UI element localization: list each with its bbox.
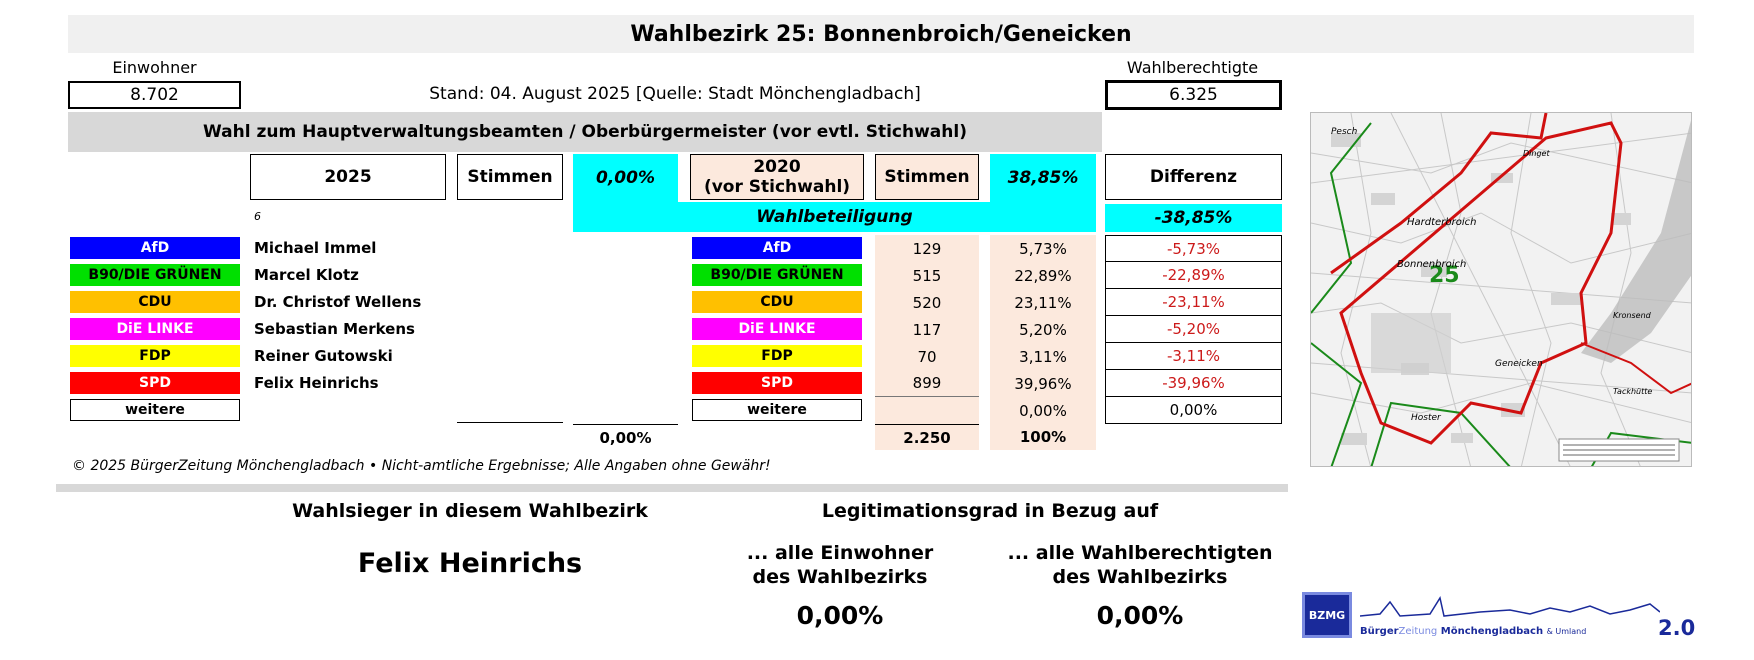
skyline-icon	[1360, 596, 1660, 617]
candidate-name: Dr. Christof Wellens	[254, 293, 422, 311]
header-differenz: Differenz	[1105, 154, 1282, 200]
winner-name: Felix Heinrichs	[357, 548, 583, 579]
party-label-2025: SPD	[70, 372, 240, 394]
header-pct-2025: 0,00%	[573, 154, 678, 202]
logo-text-suffix: & Umland	[1546, 627, 1587, 636]
map-place-hardterbroich: Hardterbroich	[1407, 217, 1477, 228]
party-label-2025: B90/DIE GRÜNEN	[70, 264, 240, 286]
einwohner-label: Einwohner	[112, 58, 197, 77]
candidate-name: Marcel Klotz	[254, 266, 359, 284]
party-label-2025: AfD	[70, 237, 240, 259]
winner-label: Wahlsieger in diesem Wahlbezirk	[292, 500, 648, 522]
party-label-2020: AfD	[692, 237, 862, 259]
wahlbeteiligung-label: Wahlbeteiligung	[573, 202, 1096, 232]
stand-text: Stand: 04. August 2025 [Quelle: Stadt Mö…	[429, 84, 921, 104]
logo-version: 2.0	[1658, 616, 1696, 640]
map-svg	[1311, 113, 1691, 466]
stimmen-2020: 520	[875, 289, 979, 316]
pct-2020: 3,11%	[990, 343, 1096, 370]
header-2020: 2020 (vor Stichwahl)	[690, 154, 864, 200]
differenz-value: -22,89%	[1105, 262, 1282, 289]
header-pct-2020: 38,85%	[990, 154, 1096, 202]
einwohner-value: 8.702	[68, 81, 241, 109]
legit-einwohner-line1: ... alle Einwohner	[746, 542, 934, 564]
pct-2020: 39,96%	[990, 370, 1096, 397]
stimmen-2020	[875, 397, 979, 424]
candidate-name	[254, 397, 454, 423]
header-2020-year: 2020	[753, 157, 801, 177]
footer-note: © 2025 BürgerZeitung Mönchengladbach • N…	[72, 458, 771, 474]
differenz-value: -5,20%	[1105, 316, 1282, 343]
pct-2020: 22,89%	[990, 262, 1096, 289]
candidate-name: Felix Heinrichs	[254, 374, 379, 392]
legit-einwohner-line2: des Wahlbezirks	[752, 566, 928, 588]
candidate-name: Reiner Gutowski	[254, 347, 393, 365]
stimmen-2020: 899	[875, 370, 979, 397]
party-label-2020: FDP	[692, 345, 862, 367]
map-place-bonnenbroich: Bonnenbroich	[1397, 259, 1467, 270]
wahlberechtigte-label: Wahlberechtigte	[1126, 58, 1259, 77]
header-2025: 2025	[250, 154, 446, 200]
map-place-dinget: Dinget	[1523, 149, 1550, 158]
logo-text-main: Mönchengladbach	[1440, 626, 1544, 637]
party-label-2020: B90/DIE GRÜNEN	[692, 264, 862, 286]
stimmen-2020: 515	[875, 262, 979, 289]
district-map: 25 Pesch Hardterbroich Bonnenbroich Gene…	[1310, 112, 1692, 467]
logo-text-mid: Zeitung	[1398, 626, 1438, 637]
bzmg-logo: BZMG BürgerZeitung Mönchengladbach & Uml…	[1302, 590, 1698, 646]
map-place-hoster: Hoster	[1411, 413, 1441, 423]
party-label-2020: DiE LINKE	[692, 318, 862, 340]
party-label-2025: weitere	[70, 399, 240, 421]
map-district-number: 25	[1429, 263, 1460, 288]
legit-einwohner: ... alle Einwohner des Wahlbezirks	[720, 541, 960, 589]
party-label-2020: SPD	[692, 372, 862, 394]
header-stimmen-2025: Stimmen	[457, 154, 563, 200]
map-place-pesch: Pesch	[1331, 127, 1358, 137]
legit-wb-value: 0,00%	[1096, 601, 1184, 630]
legit-wb-line1: ... alle Wahlberechtigten	[1007, 542, 1273, 564]
election-title: Wahl zum Hauptverwaltungsbeamten / Oberb…	[68, 112, 1102, 152]
header-stimmen-2020: Stimmen	[875, 154, 979, 200]
differenz-value: -23,11%	[1105, 289, 1282, 316]
total-pct-2025: 0,00%	[573, 424, 678, 450]
stimmen-2020: 70	[875, 343, 979, 370]
stimmen-2025-total-line	[457, 422, 563, 423]
differenz-value: 0,00%	[1105, 397, 1282, 424]
party-label-2020: CDU	[692, 291, 862, 313]
pct-2020: 23,11%	[990, 289, 1096, 316]
differenz-value: -39,96%	[1105, 370, 1282, 397]
wahlbeteiligung-diff: -38,85%	[1105, 204, 1282, 232]
legit-wb-line2: des Wahlbezirks	[1052, 566, 1228, 588]
legit-einwohner-value: 0,00%	[796, 601, 884, 630]
logo-badge: BZMG	[1302, 592, 1352, 638]
header-2020-sub: (vor Stichwahl)	[703, 177, 851, 197]
party-label-2020: weitere	[692, 399, 862, 421]
logo-text-prefix: Bürger	[1360, 626, 1399, 637]
wahlberechtigte-value: 6.325	[1105, 80, 1282, 110]
party-label-2025: DiE LINKE	[70, 318, 240, 340]
total-stimmen-2020: 2.250	[875, 424, 979, 450]
pct-2020: 5,73%	[990, 235, 1096, 262]
page-title: Wahlbezirk 25: Bonnenbroich/Geneicken	[68, 15, 1694, 53]
differenz-value: -5,73%	[1105, 235, 1282, 262]
logo-text: BürgerZeitung Mönchengladbach & Umland	[1360, 626, 1586, 637]
pct-2020: 5,20%	[990, 316, 1096, 343]
legit-wahlberechtigte: ... alle Wahlberechtigten des Wahlbezirk…	[990, 541, 1290, 589]
stimmen-2020: 117	[875, 316, 979, 343]
map-place-tackhuette: Tackhütte	[1613, 387, 1653, 396]
pct-2020: 0,00%	[990, 397, 1096, 424]
stimmen-2020: 129	[875, 235, 979, 262]
total-pct-2020: 100%	[990, 424, 1096, 450]
legit-label: Legitimationsgrad in Bezug auf	[821, 500, 1159, 522]
small-note: 6	[254, 210, 261, 223]
party-label-2025: CDU	[70, 291, 240, 313]
map-place-kronsend: Kronsend	[1613, 311, 1651, 320]
separator	[56, 484, 1288, 492]
differenz-value: -3,11%	[1105, 343, 1282, 370]
candidate-name: Sebastian Merkens	[254, 320, 415, 338]
party-label-2025: FDP	[70, 345, 240, 367]
candidate-name: Michael Immel	[254, 239, 377, 257]
map-place-geneicken: Geneicken	[1495, 359, 1543, 369]
